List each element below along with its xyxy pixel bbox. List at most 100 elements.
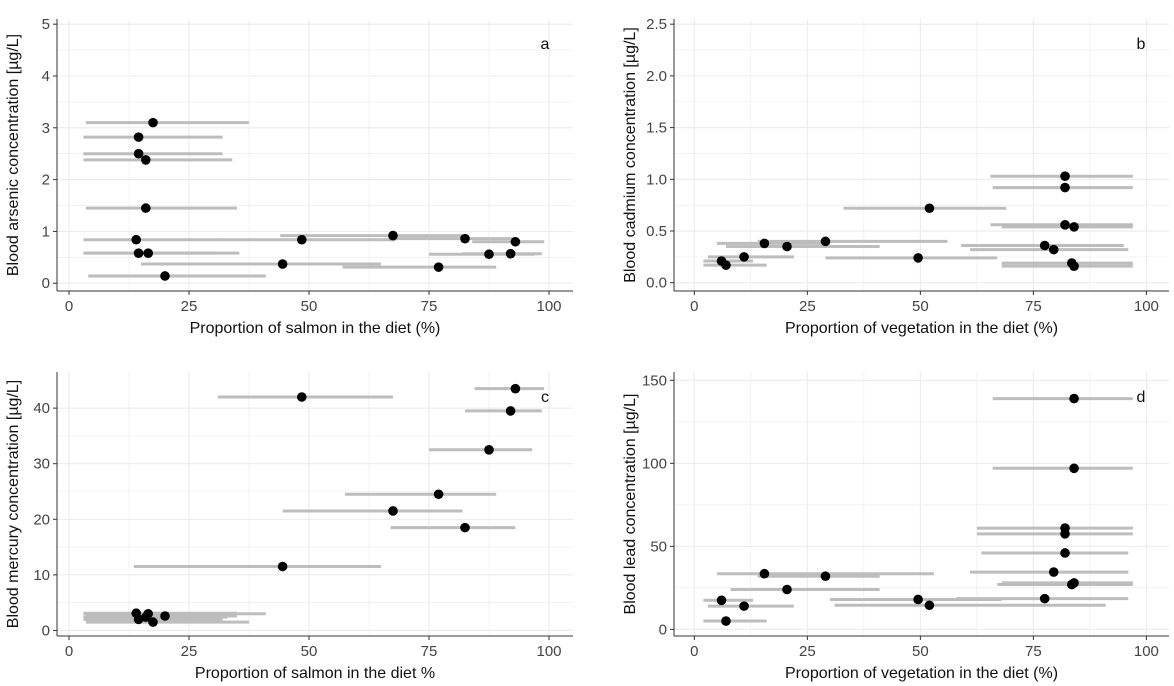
- data-point: [1060, 548, 1070, 558]
- x-axis-title: Proportion of vegetation in the diet (%): [785, 320, 1058, 337]
- data-point: [820, 236, 831, 247]
- x-tick-label: 100: [1134, 643, 1159, 660]
- data-point: [1060, 182, 1070, 193]
- data-point: [133, 148, 144, 159]
- data-point: [820, 571, 831, 582]
- data-point: [1069, 393, 1079, 404]
- data-point: [1048, 244, 1059, 255]
- data-point: [510, 383, 521, 394]
- y-tick-label: 0: [42, 622, 50, 639]
- data-point: [505, 248, 516, 259]
- data-point: [782, 584, 792, 595]
- data-point: [716, 595, 727, 606]
- data-point: [133, 248, 144, 258]
- x-axis-title: Proportion of salmon in the diet (%): [190, 320, 441, 337]
- data-point: [505, 406, 516, 416]
- data-point: [1060, 171, 1070, 182]
- data-point: [460, 233, 470, 244]
- data-point: [1048, 567, 1059, 577]
- x-tick-label: 50: [912, 643, 929, 660]
- data-point: [460, 522, 470, 533]
- data-point: [721, 260, 731, 270]
- panel-label: a: [541, 36, 550, 53]
- data-point: [160, 611, 170, 621]
- panel-d-lead-chart: 0 25 50 75 100 0 50 100 150 d Proportion of vegeta…: [622, 372, 1169, 682]
- y-tick-label: 0.5: [646, 223, 667, 240]
- y-tick-label: 40: [33, 400, 50, 417]
- y-tick-label: 0.0: [646, 275, 667, 292]
- y-axis-title: Blood lead concentration [µg/L]: [622, 394, 639, 615]
- y-tick-label: 4: [42, 68, 50, 85]
- data-point: [1060, 529, 1070, 539]
- panel-c-mercury-chart: 0 25 50 75 100 0 10 20 30 40 c Proportion of salmon…: [5, 372, 573, 682]
- data-point: [739, 601, 749, 611]
- y-tick-label: 150: [642, 372, 667, 389]
- data-point: [143, 248, 153, 258]
- data-point: [739, 252, 749, 262]
- panel-b-cadmium-chart: 0 25 50 75 100 0.0 0.5 1.0 1.5 2.0 2.5 b Proportion …: [622, 16, 1169, 337]
- data-point: [484, 445, 494, 455]
- data-point: [277, 259, 288, 269]
- y-tick-label: 10: [33, 567, 50, 584]
- data-point: [913, 594, 923, 605]
- x-tick-label: 0: [690, 643, 698, 660]
- data-point: [388, 230, 398, 241]
- data-point: [924, 203, 935, 214]
- data-point: [759, 568, 770, 579]
- y-tick-label: 20: [33, 511, 50, 528]
- data-point: [1069, 463, 1079, 474]
- y-tick-label: 2.0: [646, 68, 667, 85]
- data-point: [721, 616, 731, 626]
- y-tick-label: 2.5: [646, 16, 667, 33]
- data-point: [131, 234, 141, 245]
- y-tick-label: 1.5: [646, 120, 667, 137]
- data-point: [141, 155, 151, 165]
- x-tick-label: 25: [799, 298, 816, 315]
- y-tick-label: 5: [42, 16, 50, 33]
- data-point: [277, 561, 288, 572]
- data-point: [510, 236, 521, 247]
- x-tick-label: 100: [536, 298, 561, 315]
- x-tick-label: 0: [690, 298, 698, 315]
- x-axis-title: Proportion of vegetation in the diet (%): [785, 665, 1058, 682]
- data-point: [297, 234, 307, 245]
- y-tick-label: 1.0: [646, 171, 667, 188]
- x-tick-label: 0: [65, 298, 73, 315]
- x-tick-label: 0: [65, 643, 73, 660]
- panel-label: b: [1137, 36, 1146, 53]
- data-point: [141, 203, 151, 213]
- data-point: [148, 117, 158, 128]
- x-tick-label: 50: [301, 643, 318, 660]
- panel-label: d: [1137, 389, 1146, 406]
- x-tick-label: 25: [181, 298, 198, 315]
- y-tick-label: 30: [33, 456, 50, 473]
- data-point: [924, 600, 935, 611]
- data-point: [1039, 593, 1050, 604]
- data-point: [133, 614, 144, 625]
- data-point: [1067, 579, 1077, 590]
- data-point: [133, 132, 144, 142]
- data-point: [433, 489, 444, 500]
- panel-label: c: [541, 389, 549, 406]
- y-tick-label: 50: [650, 538, 667, 555]
- data-point: [484, 249, 494, 260]
- panel-a-arsenic-chart: 0 25 50 75 100 0 1 2 3 4 5 a Proportion of salmon in…: [5, 16, 573, 337]
- y-tick-label: 0: [659, 621, 667, 638]
- x-tick-label: 100: [536, 643, 561, 660]
- x-tick-label: 50: [912, 298, 929, 315]
- data-point: [782, 241, 792, 252]
- y-axis-title: Blood cadmium concentration [µg/L]: [622, 27, 639, 283]
- x-tick-label: 75: [421, 298, 438, 315]
- x-tick-label: 100: [1134, 298, 1159, 315]
- data-point: [297, 392, 307, 402]
- x-tick-label: 75: [1025, 643, 1042, 660]
- data-point: [913, 253, 923, 263]
- y-axis-title: Blood mercury concentration [µg/L]: [5, 380, 22, 628]
- x-tick-label: 25: [799, 643, 816, 660]
- data-point: [160, 271, 170, 281]
- data-point: [433, 262, 444, 272]
- x-tick-label: 75: [421, 643, 438, 660]
- data-point: [759, 238, 770, 249]
- x-axis-title: Proportion of salmon in the diet %: [195, 665, 435, 682]
